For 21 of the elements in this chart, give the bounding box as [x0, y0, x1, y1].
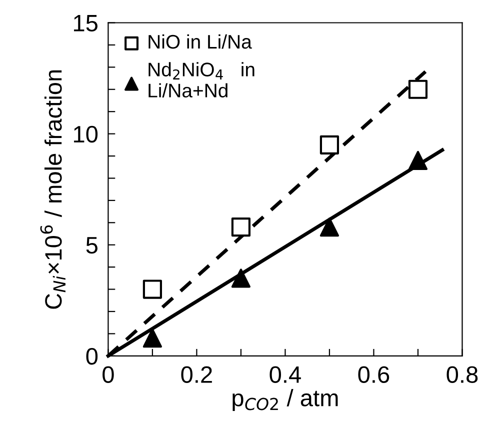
text: Nd$_{2}$NiO$_{4}$ in Li/Na+Nd — [148, 62, 254, 98]
x-tick-label: 0.8 — [446, 366, 478, 383]
y-tick-label: 0 — [86, 348, 98, 365]
x-tick-label: 0.2 — [181, 366, 212, 383]
x-tick-label: 0 — [102, 366, 114, 383]
y-tick-label: 15 — [74, 15, 98, 32]
x-tick-label: 0.4 — [270, 366, 301, 383]
point — [142, 280, 162, 299]
point — [408, 150, 428, 170]
point — [231, 268, 251, 288]
point — [320, 135, 340, 154]
point — [320, 218, 340, 237]
point — [231, 218, 251, 237]
x-axis-title: p$_{CO2}$ / atm — [232, 389, 338, 412]
point — [408, 80, 428, 99]
point — [142, 328, 162, 348]
y-axis-title: C$_{Ni}$×10$^{6}$ / mole fraction — [40, 70, 66, 309]
y-tick-label: 10 — [74, 126, 98, 143]
legend-label: NiO in Li/Na — [148, 34, 252, 49]
y-tick-label: 5 — [86, 237, 98, 254]
x-tick-label: 0.6 — [358, 366, 390, 383]
